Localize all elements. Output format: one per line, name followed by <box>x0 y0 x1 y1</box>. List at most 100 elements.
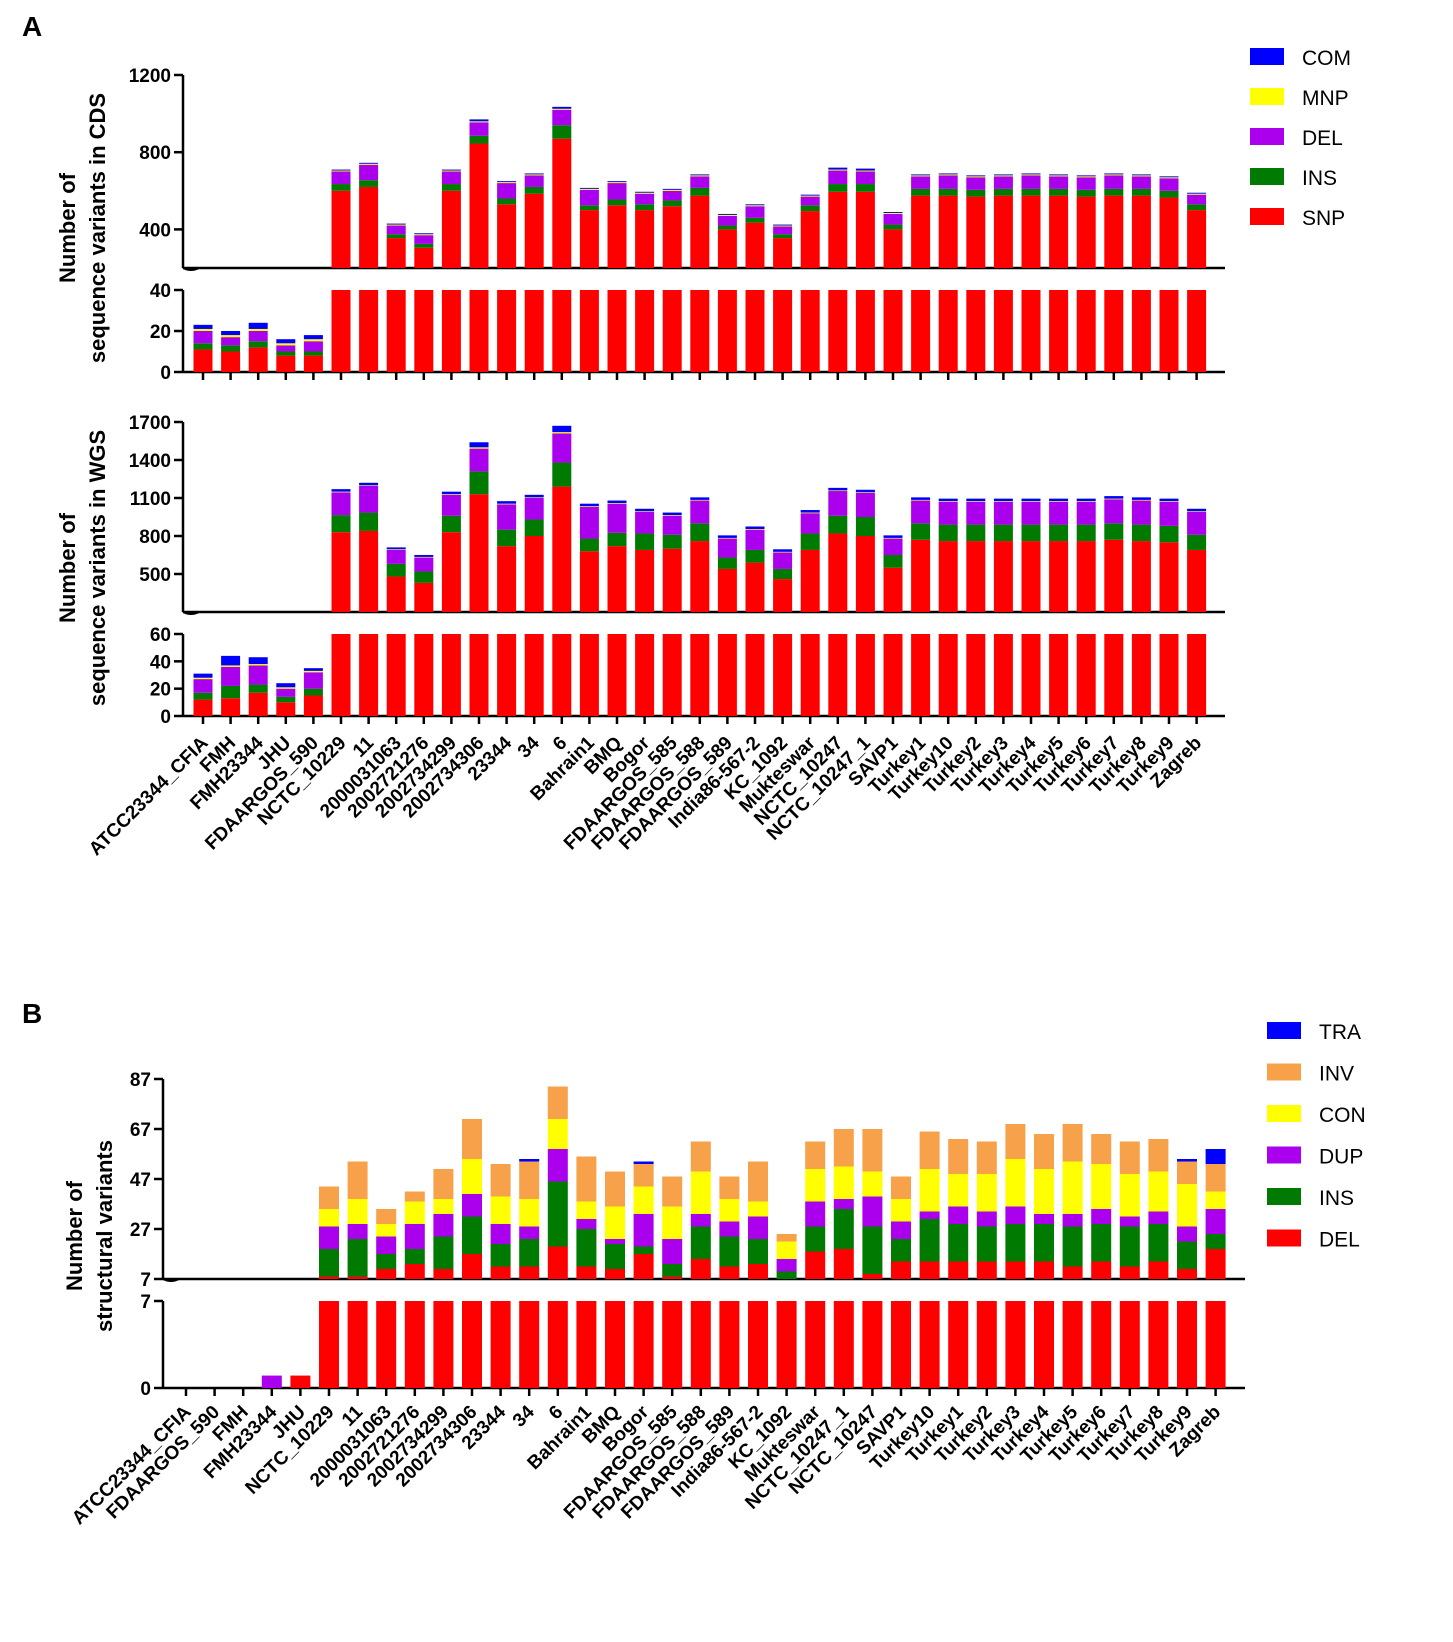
legend-swatch-dup <box>1267 1146 1301 1164</box>
bar-del-fdaargos-590-lower <box>303 672 323 689</box>
legend-label-del: DEL <box>1302 127 1343 150</box>
bar-ins-fdaargos-590-lower <box>303 688 323 696</box>
bar-snp-6-upper <box>552 138 572 268</box>
bar-ins-turkey4-upper <box>1021 524 1041 542</box>
bar-ins-bogor-upper <box>635 204 655 211</box>
y-tick-label-upper: 500 <box>139 565 171 586</box>
bar-mnp-2002721276-upper <box>414 556 434 558</box>
bar-mnp-2000031063-upper <box>386 549 406 550</box>
bar-snp-turkey7-upper <box>1104 195 1124 268</box>
bar-con-turkey5-upper <box>1062 1161 1083 1214</box>
bar-ins-bmq-upper <box>607 199 627 206</box>
bar-con-zagreb-upper <box>1205 1191 1226 1209</box>
bar-snp-fdaargos-588-lower <box>690 290 710 372</box>
bar-com-nctc-10229-upper <box>331 169 351 171</box>
bar-mnp-jhu-lower <box>276 343 296 346</box>
bar-del-fmh23344-lower <box>248 331 268 342</box>
bar-ins-bahrain1-upper <box>579 205 599 211</box>
bar-com-kc-1092-upper <box>773 549 793 552</box>
bar-del-2002734299-upper <box>433 1269 454 1279</box>
bar-ins-23344-upper <box>497 529 517 547</box>
bar-ins-mukteswar-upper <box>800 533 820 550</box>
bar-del-bmq-upper <box>607 183 627 200</box>
bar-del-2002734299-upper <box>441 171 461 185</box>
bar-com-turkey6-upper <box>1076 498 1096 502</box>
bar-mnp-11-upper <box>359 485 379 486</box>
y-tick-label-lower: 20 <box>150 322 171 343</box>
bar-con-turkey2-upper <box>976 1174 997 1212</box>
bar-del-bahrain1-upper <box>579 189 599 206</box>
bar-inv-turkey6-upper <box>1091 1134 1112 1164</box>
bar-com-atcc23344-cfia-lower <box>193 673 213 678</box>
y-tick-label-upper: 7 <box>140 1270 151 1291</box>
bar-snp-turkey9-upper <box>1159 542 1179 612</box>
bar-del-kc-1092-lower <box>776 1301 797 1388</box>
bar-ins-turkey3-upper <box>993 524 1013 542</box>
bar-dup-turkey1-upper <box>948 1206 969 1224</box>
bar-ins-turkey10-upper <box>938 524 958 542</box>
bar-com-fmh23344-lower <box>248 322 268 329</box>
bar-snp-turkey6-upper <box>1076 541 1096 612</box>
bar-tra-34-upper <box>519 1159 540 1162</box>
bar-com-turkey5-upper <box>1049 498 1069 502</box>
bar-mnp-atcc23344-cfia-lower <box>193 328 213 331</box>
bar-snp-jhu-lower <box>276 702 296 716</box>
bar-ins-2002721276-upper <box>414 243 434 248</box>
bar-del-turkey5-upper <box>1049 176 1069 189</box>
bar-snp-turkey8-upper <box>1131 541 1151 612</box>
bar-snp-atcc23344-cfia-lower <box>193 349 213 372</box>
y-tick-label-upper: 67 <box>130 1120 151 1141</box>
bar-mnp-turkey10-upper <box>938 174 958 176</box>
bar-del-turkey6-upper <box>1076 177 1096 190</box>
bar-del-turkey4-upper <box>1021 175 1041 189</box>
bar-snp-turkey6-lower <box>1076 290 1096 372</box>
y-tick-label-lower: 0 <box>160 707 171 728</box>
bar-del-turkey10-upper <box>919 1261 940 1279</box>
bar-snp-turkey4-upper <box>1021 195 1041 268</box>
bar-snp-savp1-upper <box>883 567 903 612</box>
bar-dup-turkey3-upper <box>1005 1206 1026 1224</box>
bar-del-fdaargos-588-lower <box>690 1301 711 1388</box>
bar-com-jhu-lower <box>276 339 296 344</box>
bar-snp-india86-567-2-upper <box>745 562 765 612</box>
bar-com-mukteswar-upper <box>800 194 820 196</box>
legend-label-inv: INV <box>1319 1063 1354 1086</box>
bar-ins-fdaargos-588-upper <box>690 187 710 196</box>
bar-mnp-mukteswar-upper <box>800 195 820 197</box>
bar-mnp-fdaargos-590-lower <box>303 339 323 342</box>
bar-mnp-savp1-upper <box>883 537 903 539</box>
bar-ins-nctc-10247-1-upper <box>855 517 875 536</box>
bar-con-2002734306-upper <box>462 1159 482 1194</box>
bar-com-turkey4-upper <box>1021 173 1041 175</box>
legend-swatch-tra <box>1267 1022 1301 1039</box>
bar-del-turkey1-lower <box>948 1301 969 1388</box>
bar-snp-mukteswar-lower <box>800 634 820 716</box>
bar-ins-atcc23344-cfia-lower <box>193 343 213 350</box>
bar-del-turkey7-upper <box>1119 1266 1140 1279</box>
bar-com-turkey6-upper <box>1076 175 1096 177</box>
bar-dup-turkey4-upper <box>1034 1214 1054 1224</box>
bar-del-nctc-10247-1-lower <box>833 1301 854 1388</box>
bar-dup-kc-1092-upper <box>776 1259 797 1272</box>
bar-del-turkey2-upper <box>966 501 986 525</box>
bar-snp-turkey9-upper <box>1159 197 1179 268</box>
bar-snp-fmh-lower <box>221 698 241 716</box>
bar-com-bogor-upper <box>635 191 655 193</box>
bar-del-11-upper <box>359 485 379 513</box>
bar-del-turkey1-upper <box>911 500 931 524</box>
bar-snp-23344-lower <box>497 634 517 716</box>
bar-mnp-fdaargos-585-upper <box>662 515 682 516</box>
bar-del-2000031063-upper <box>386 225 406 235</box>
bar-mnp-turkey3-upper <box>993 501 1013 502</box>
bar-snp-nctc-10247-1-lower <box>855 290 875 372</box>
bar-ins-kc-1092-upper <box>776 1271 797 1279</box>
bar-del-2000031063-lower <box>376 1301 397 1388</box>
bar-del-mukteswar-lower <box>805 1301 826 1388</box>
bar-snp-turkey1-upper <box>911 195 931 268</box>
bar-snp-zagreb-lower <box>1187 634 1207 716</box>
bar-mnp-turkey9-upper <box>1159 501 1179 502</box>
bar-dup-bahrain1-upper <box>576 1219 597 1229</box>
bar-del-nctc-10247-upper <box>828 170 848 185</box>
legend-swatch-com <box>1250 48 1284 65</box>
bar-ins-nctc-10247-upper <box>862 1226 883 1274</box>
